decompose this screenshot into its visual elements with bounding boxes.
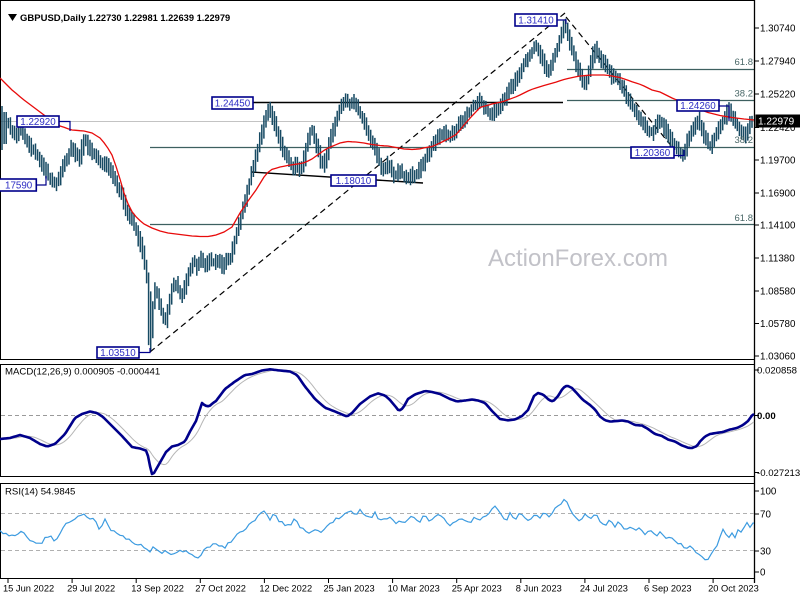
svg-text:1.22730 1.22981 1.22639 1.2297: 1.22730 1.22981 1.22639 1.22979 xyxy=(88,13,230,23)
svg-text:1.24450: 1.24450 xyxy=(215,99,251,110)
svg-text:1.30740: 1.30740 xyxy=(760,24,796,35)
svg-text:29 Jul 2022: 29 Jul 2022 xyxy=(67,584,115,594)
svg-text:1.05780: 1.05780 xyxy=(760,319,796,330)
svg-text:100: 100 xyxy=(760,487,777,498)
svg-text:12 Dec 2022: 12 Dec 2022 xyxy=(259,584,312,594)
svg-text:0.00: 0.00 xyxy=(757,411,776,422)
svg-text:MACD(12,26,9) 0.000905 -0.0004: MACD(12,26,9) 0.000905 -0.000441 xyxy=(5,367,160,378)
svg-text:10 Mar 2023: 10 Mar 2023 xyxy=(388,584,440,594)
svg-text:1.11380: 1.11380 xyxy=(760,254,795,265)
svg-text:61.8: 61.8 xyxy=(735,213,754,224)
svg-text:1.22920: 1.22920 xyxy=(20,117,56,128)
svg-text:25 Jan 2023: 25 Jan 2023 xyxy=(324,584,375,594)
svg-text:20 Oct 2023: 20 Oct 2023 xyxy=(708,584,759,594)
svg-text:RSI(14) 54.9845: RSI(14) 54.9845 xyxy=(5,487,75,498)
svg-text:38.2: 38.2 xyxy=(735,89,754,100)
svg-text:8 Jun 2023: 8 Jun 2023 xyxy=(516,584,562,594)
svg-text:1.03060: 1.03060 xyxy=(760,352,796,363)
svg-text:70: 70 xyxy=(760,510,771,521)
svg-text:17590: 17590 xyxy=(5,181,33,192)
svg-text:1.22979: 1.22979 xyxy=(758,117,795,128)
svg-text:1.31410: 1.31410 xyxy=(518,16,554,27)
svg-text:1.24260: 1.24260 xyxy=(680,101,716,112)
svg-text:24 Jul 2023: 24 Jul 2023 xyxy=(580,584,628,594)
svg-text:13 Sep 2022: 13 Sep 2022 xyxy=(131,584,184,594)
svg-text:1.18010: 1.18010 xyxy=(336,176,372,187)
svg-text:1.20360: 1.20360 xyxy=(635,148,671,159)
svg-text:27 Oct 2022: 27 Oct 2022 xyxy=(195,584,246,594)
svg-text:38.2: 38.2 xyxy=(735,135,754,146)
svg-text:GBPUSD,Daily: GBPUSD,Daily xyxy=(20,13,87,24)
svg-text:1.03510: 1.03510 xyxy=(100,348,136,359)
svg-text:1.25220: 1.25220 xyxy=(760,90,796,101)
svg-text:1.22420: 1.22420 xyxy=(760,123,796,134)
svg-text:-0.027213: -0.027213 xyxy=(757,468,800,479)
svg-text:61.8: 61.8 xyxy=(735,57,754,68)
svg-text:1.08580: 1.08580 xyxy=(760,287,796,298)
svg-text:30: 30 xyxy=(760,547,771,558)
svg-text:0.020858: 0.020858 xyxy=(757,366,797,377)
svg-text:1.14100: 1.14100 xyxy=(760,221,796,232)
svg-text:1.19700: 1.19700 xyxy=(760,156,796,167)
svg-text:1.27940: 1.27940 xyxy=(760,57,796,68)
svg-text:6 Sep 2023: 6 Sep 2023 xyxy=(644,584,692,594)
svg-text:ActionForex.com: ActionForex.com xyxy=(488,245,668,272)
svg-text:0: 0 xyxy=(760,568,766,579)
svg-text:25 Apr 2023: 25 Apr 2023 xyxy=(452,584,502,594)
svg-text:1.16900: 1.16900 xyxy=(760,189,796,200)
svg-text:15 Jun 2022: 15 Jun 2022 xyxy=(3,584,54,594)
